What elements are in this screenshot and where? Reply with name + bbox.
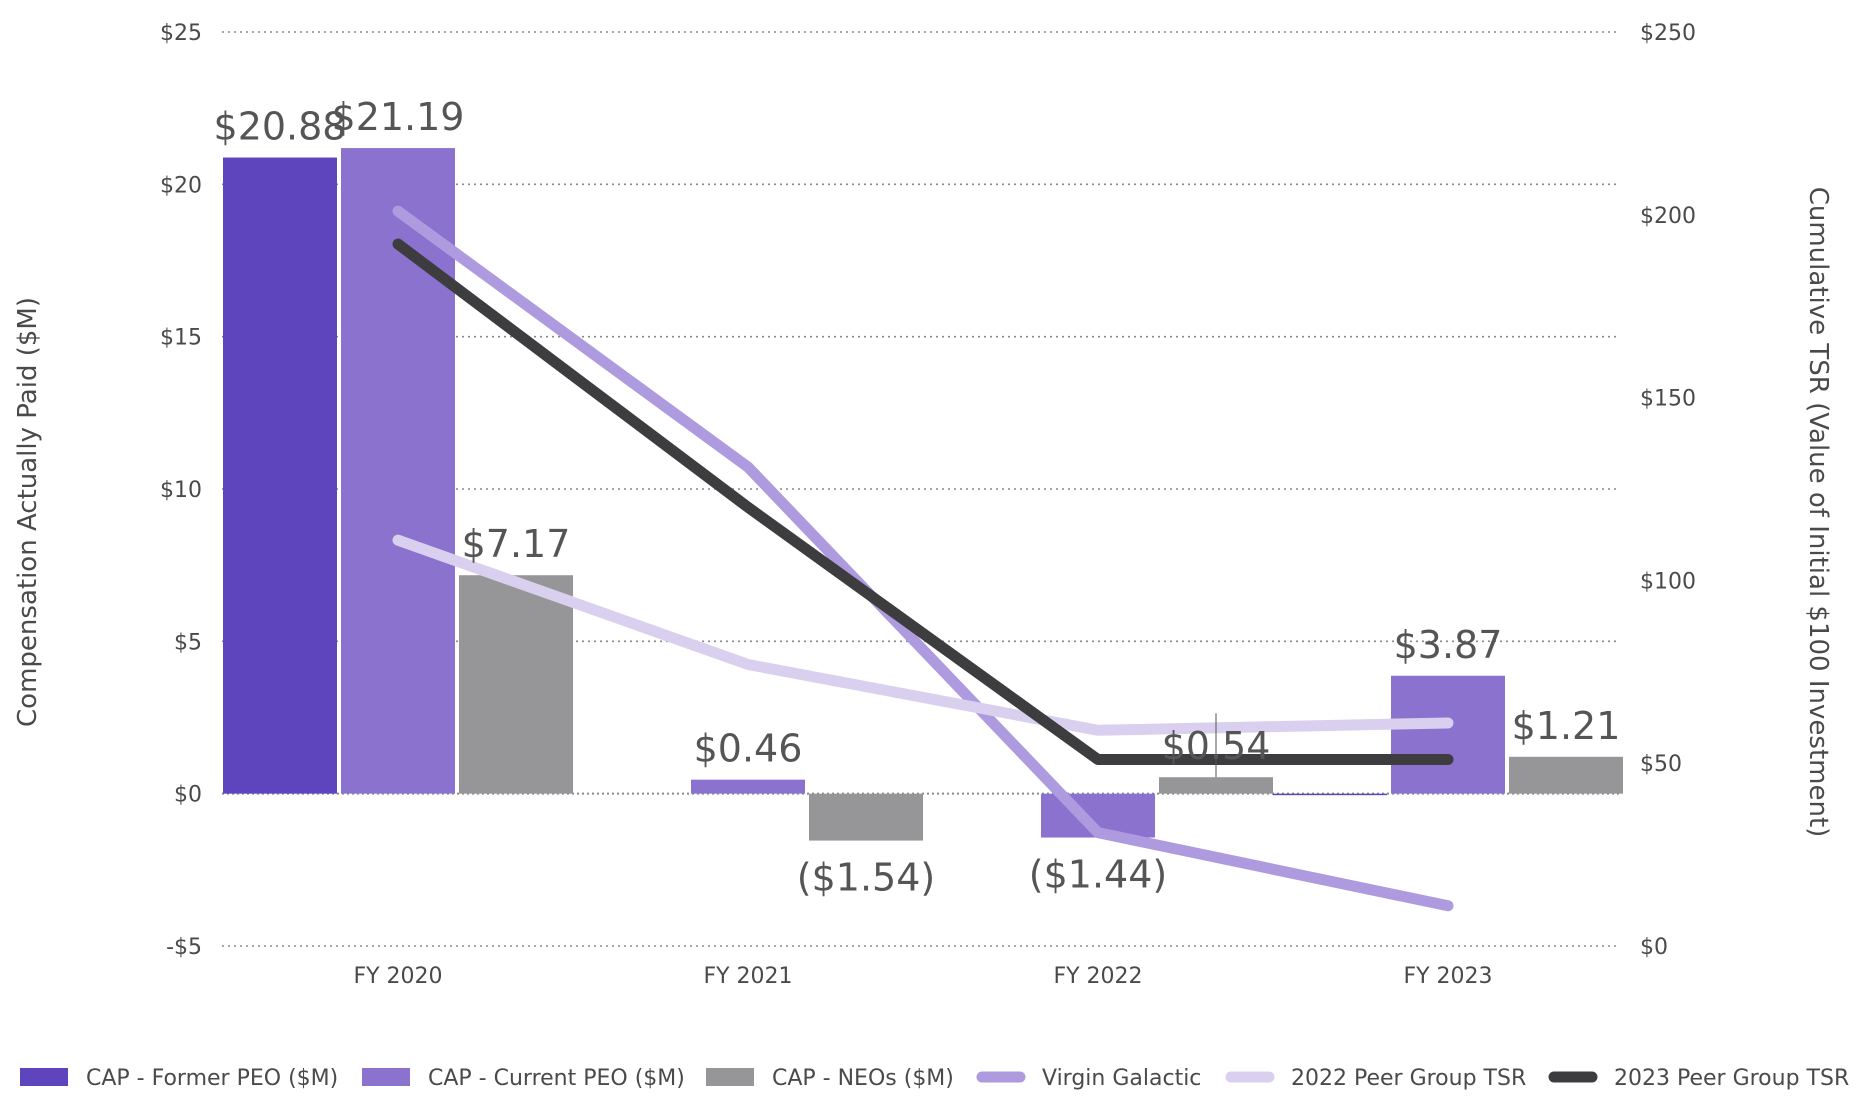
right-tick-label: $200 (1640, 204, 1696, 229)
legend-swatch (362, 1068, 410, 1086)
bar (1159, 777, 1273, 794)
category-label: FY 2021 (703, 964, 792, 989)
left-tick-label: $0 (174, 783, 202, 808)
bar-data-label: $1.21 (1512, 704, 1621, 748)
category-labels: FY 2020 FY 2021 FY 2022 FY 2023 (353, 964, 1492, 989)
legend-label: CAP - Former PEO ($M) (86, 1066, 338, 1091)
left-axis-title: Compensation Actually Paid ($M) (13, 297, 43, 727)
bar-data-label: $21.19 (332, 95, 465, 139)
bar-data-label: $0.46 (694, 727, 803, 771)
bar (223, 157, 337, 794)
legend-label: CAP - NEOs ($M) (772, 1066, 954, 1091)
category-label: FY 2022 (1053, 964, 1142, 989)
bar-data-label: $7.17 (462, 522, 571, 566)
bar (809, 793, 923, 841)
bar-data-label: ($1.44) (1029, 853, 1167, 897)
bar-data-label: $3.87 (1394, 623, 1503, 667)
bar (691, 779, 805, 794)
left-tick-label: $10 (160, 478, 202, 503)
bar (1273, 793, 1387, 796)
data-labels: $20.88$21.19 $0.46 ($1.44) $3.87 $7.17 ($1.54… (214, 95, 1621, 900)
legend-label: Virgin Galactic (1042, 1066, 1201, 1091)
category-label: FY 2020 (353, 964, 442, 989)
left-axis-ticks: $25 $20 $15 $10 $5 $0 -$5 (160, 21, 202, 960)
right-axis-ticks: $250 $200 $150 $100 $50 $0 (1640, 21, 1696, 960)
left-tick-label: $20 (160, 173, 202, 198)
bar-data-label: $20.88 (214, 105, 347, 149)
right-tick-label: $50 (1640, 752, 1682, 777)
bar (341, 148, 455, 794)
legend-swatch (20, 1068, 68, 1086)
left-tick-label: -$5 (166, 935, 202, 960)
right-axis-title: Cumulative TSR (Value of Initial $100 In… (1803, 187, 1833, 838)
left-tick-label: $25 (160, 21, 202, 46)
right-tick-label: $250 (1640, 21, 1696, 46)
bar (1391, 675, 1505, 794)
tsr-line (392, 205, 1454, 912)
bar-data-label: ($1.54) (797, 856, 935, 900)
legend-label: CAP - Current PEO ($M) (428, 1066, 685, 1091)
bar (459, 575, 573, 794)
legend-label: 2023 Peer Group TSR (1614, 1066, 1849, 1091)
tsr-lines (392, 205, 1454, 912)
left-tick-label: $15 (160, 326, 202, 351)
tsr-line (392, 238, 1454, 766)
right-tick-label: $150 (1640, 387, 1696, 412)
bars (223, 148, 1623, 841)
right-tick-label: $0 (1640, 935, 1668, 960)
bar (1509, 756, 1623, 794)
legend-swatch (706, 1068, 754, 1086)
category-label: FY 2023 (1403, 964, 1492, 989)
legend: CAP - Former PEO ($M) CAP - Current PEO (… (20, 1066, 1849, 1091)
left-tick-label: $5 (174, 630, 202, 655)
right-tick-label: $100 (1640, 569, 1696, 594)
legend-label: 2022 Peer Group TSR (1291, 1066, 1526, 1091)
tsr-line (392, 534, 1454, 736)
